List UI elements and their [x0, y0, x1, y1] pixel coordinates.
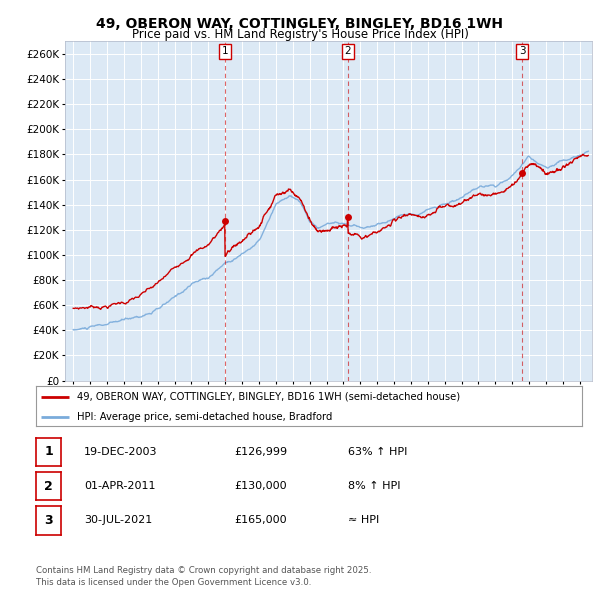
Text: 49, OBERON WAY, COTTINGLEY, BINGLEY, BD16 1WH: 49, OBERON WAY, COTTINGLEY, BINGLEY, BD1… [97, 17, 503, 31]
Text: ≈ HPI: ≈ HPI [348, 516, 379, 525]
Text: 63% ↑ HPI: 63% ↑ HPI [348, 447, 407, 457]
Text: HPI: Average price, semi-detached house, Bradford: HPI: Average price, semi-detached house,… [77, 412, 332, 422]
Text: £165,000: £165,000 [234, 516, 287, 525]
Text: 30-JUL-2021: 30-JUL-2021 [84, 516, 152, 525]
Text: 1: 1 [44, 445, 53, 458]
Text: 1: 1 [221, 47, 228, 57]
Text: 3: 3 [519, 47, 526, 57]
Text: £126,999: £126,999 [234, 447, 287, 457]
Text: 49, OBERON WAY, COTTINGLEY, BINGLEY, BD16 1WH (semi-detached house): 49, OBERON WAY, COTTINGLEY, BINGLEY, BD1… [77, 392, 460, 402]
Text: 2: 2 [344, 47, 351, 57]
Text: 8% ↑ HPI: 8% ↑ HPI [348, 481, 401, 491]
Text: 3: 3 [44, 514, 53, 527]
Text: Price paid vs. HM Land Registry's House Price Index (HPI): Price paid vs. HM Land Registry's House … [131, 28, 469, 41]
Text: 2: 2 [44, 480, 53, 493]
Text: 19-DEC-2003: 19-DEC-2003 [84, 447, 157, 457]
Text: Contains HM Land Registry data © Crown copyright and database right 2025.
This d: Contains HM Land Registry data © Crown c… [36, 566, 371, 587]
Text: 01-APR-2011: 01-APR-2011 [84, 481, 155, 491]
Text: £130,000: £130,000 [234, 481, 287, 491]
